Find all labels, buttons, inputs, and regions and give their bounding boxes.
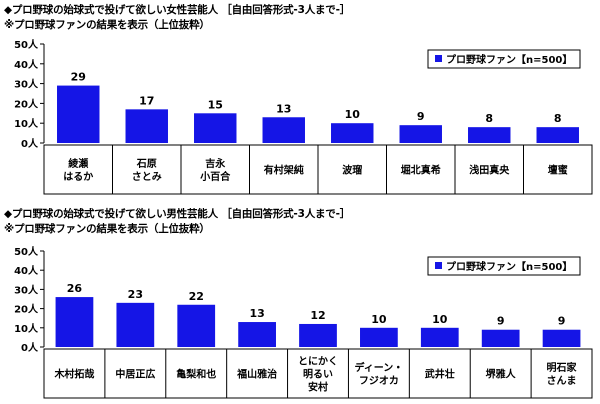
legend-box — [427, 256, 581, 276]
y-tick-label: 0人 — [21, 341, 39, 354]
y-tick-label: 10人 — [14, 117, 39, 130]
bar-value-label: 10 — [371, 313, 387, 326]
bar-value-label: 10 — [432, 313, 448, 326]
category-label: 明石家さんま — [547, 361, 578, 387]
category-label: 綾瀬はるか — [63, 157, 93, 183]
bar-value-label: 10 — [345, 108, 361, 121]
bar-value-label: 12 — [310, 309, 325, 322]
category-label: 堀北真希 — [401, 164, 441, 177]
bar-value-label: 8 — [485, 112, 493, 125]
chart-panel-female: ◆プロ野球の始球式で投げて欲しい女性芸能人 ［自由回答形式-3人まで-］ ※プロ… — [0, 0, 600, 200]
legend-swatch — [435, 55, 442, 62]
category-label: 石原さとみ — [132, 158, 162, 183]
y-tick-label: 10人 — [14, 322, 39, 335]
bar-chart-female: 0人 10人 20人 30人 40人 50人 29 綾瀬はるか 17 石原さとみ 15 吉永小百合 13… — [14, 38, 593, 195]
bar — [399, 125, 442, 143]
bar — [238, 322, 276, 347]
y-tick-label: 30人 — [14, 283, 39, 296]
bar — [57, 85, 100, 143]
category-label: 福山雅治 — [236, 368, 277, 381]
bar — [125, 109, 168, 143]
category-label: 波瑠 — [342, 164, 362, 177]
bar-value-label: 9 — [558, 315, 566, 328]
bar — [542, 329, 581, 347]
category-label: 堺雅人 — [486, 368, 517, 381]
category-label: 壇蜜 — [548, 164, 568, 177]
bar-value-label: 23 — [128, 288, 143, 301]
category-label: 有村架純 — [264, 164, 304, 177]
bar-value-label: 15 — [208, 98, 223, 111]
category-label: 武井壮 — [425, 368, 455, 381]
bar — [262, 117, 305, 143]
bar — [481, 329, 520, 347]
category-label: 中居正広 — [115, 368, 155, 381]
bar-chart-male: 0人 10人 20人 30人 40人 50人 26 木村拓哉 23 中居正広 22 亀梨和也 13 福山雅… — [14, 245, 593, 399]
category-label: とにかく明るい安村 — [298, 356, 338, 394]
bar — [331, 123, 374, 143]
bar — [55, 297, 94, 347]
bar-value-label: 22 — [189, 290, 204, 303]
y-tick-label: 50人 — [14, 245, 39, 258]
bar-value-label: 9 — [497, 315, 505, 328]
legend-swatch — [435, 262, 442, 269]
legend-box — [427, 49, 581, 69]
y-tick-label: 20人 — [14, 97, 39, 110]
category-label: 浅田真央 — [469, 164, 510, 177]
bar — [299, 323, 337, 347]
bar — [177, 304, 216, 347]
bar-value-label: 13 — [249, 307, 264, 320]
bar-value-label: 29 — [71, 71, 86, 84]
bar-value-label: 13 — [276, 102, 291, 115]
bar — [360, 327, 398, 347]
legend-label: プロ野球ファン【n=500】 — [446, 260, 572, 273]
y-tick-label: 50人 — [14, 38, 39, 51]
chart-title: ◆プロ野球の始球式で投げて欲しい男性芸能人 ［自由回答形式-3人まで-］ — [4, 208, 351, 220]
category-label: 吉永小百合 — [199, 157, 231, 183]
y-tick-label: 40人 — [14, 58, 39, 71]
chart-subtitle: ※プロ野球ファンの結果を表示（上位抜粋） — [4, 223, 210, 235]
y-tick-label: 30人 — [14, 78, 39, 91]
legend-label: プロ野球ファン【n=500】 — [446, 53, 572, 66]
category-label: 亀梨和也 — [176, 368, 216, 381]
chart-subtitle: ※プロ野球ファンの結果を表示（上位抜粋） — [4, 19, 210, 31]
y-tick-label: 20人 — [14, 303, 39, 316]
category-label: 木村拓哉 — [53, 368, 94, 381]
category-label: ディーン・フジオカ — [354, 361, 403, 387]
bar — [468, 127, 511, 143]
y-tick-label: 40人 — [14, 264, 39, 277]
y-tick-label: 0人 — [21, 137, 39, 150]
bar-value-label: 8 — [554, 112, 562, 125]
bar-value-label: 26 — [67, 282, 83, 295]
chart-title: ◆プロ野球の始球式で投げて欲しい女性芸能人 ［自由回答形式-3人まで-］ — [4, 4, 351, 16]
bar — [420, 327, 459, 347]
bar-value-label: 17 — [139, 94, 154, 107]
bar — [194, 113, 237, 143]
bar — [116, 302, 155, 347]
category-table-frame — [43, 348, 593, 399]
bar — [536, 127, 579, 143]
chart-panel-male: ◆プロ野球の始球式で投げて欲しい男性芸能人 ［自由回答形式-3人まで-］ ※プロ… — [0, 204, 600, 404]
bar-value-label: 9 — [417, 110, 425, 123]
